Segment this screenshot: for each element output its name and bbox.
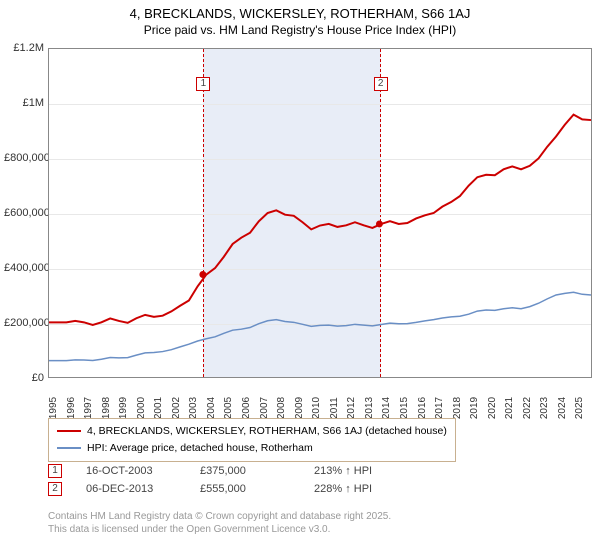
x-tick-label: 2025 bbox=[574, 397, 585, 419]
x-tick-label: 2021 bbox=[504, 397, 515, 419]
footer-text: Contains HM Land Registry data © Crown c… bbox=[48, 510, 391, 536]
x-tick-label: 2001 bbox=[153, 397, 164, 419]
sale-point bbox=[376, 220, 383, 227]
x-tick-label: 2012 bbox=[346, 397, 357, 419]
x-tick-label: 2003 bbox=[188, 397, 199, 419]
y-tick-label: £0 bbox=[4, 372, 44, 384]
y-tick-label: £600,000 bbox=[4, 207, 44, 219]
legend-swatch-blue bbox=[57, 447, 81, 449]
x-tick-label: 2023 bbox=[539, 397, 550, 419]
y-tick-label: £1.2M bbox=[4, 42, 44, 54]
x-tick-label: 2005 bbox=[223, 397, 234, 419]
x-tick-label: 2000 bbox=[136, 397, 147, 419]
x-tick-label: 2009 bbox=[294, 397, 305, 419]
annotation-price-2: £555,000 bbox=[200, 483, 290, 495]
chart-marker-box: 1 bbox=[196, 77, 210, 91]
annotation-date-1: 16-OCT-2003 bbox=[86, 465, 176, 477]
annotation-hpi-2: 228% ↑ HPI bbox=[314, 483, 404, 495]
legend-item-blue: HPI: Average price, detached house, Roth… bbox=[57, 440, 447, 457]
legend-item-red: 4, BRECKLANDS, WICKERSLEY, ROTHERHAM, S6… bbox=[57, 423, 447, 440]
x-tick-label: 1998 bbox=[101, 397, 112, 419]
annotations-table: 1 16-OCT-2003 £375,000 213% ↑ HPI 2 06-D… bbox=[48, 464, 404, 500]
series-line bbox=[49, 115, 591, 325]
x-tick-label: 1997 bbox=[83, 397, 94, 419]
x-tick-label: 2018 bbox=[452, 397, 463, 419]
x-tick-label: 1995 bbox=[48, 397, 59, 419]
annotation-row-2: 2 06-DEC-2013 £555,000 228% ↑ HPI bbox=[48, 482, 404, 496]
chart-subtitle: Price paid vs. HM Land Registry's House … bbox=[0, 23, 600, 41]
annotation-marker-1: 1 bbox=[48, 464, 62, 478]
x-tick-label: 2007 bbox=[259, 397, 270, 419]
x-tick-label: 2010 bbox=[311, 397, 322, 419]
x-tick-label: 2011 bbox=[329, 397, 340, 419]
x-tick-label: 2002 bbox=[171, 397, 182, 419]
x-tick-label: 1999 bbox=[118, 397, 129, 419]
annotation-hpi-1: 213% ↑ HPI bbox=[314, 465, 404, 477]
y-tick-label: £400,000 bbox=[4, 262, 44, 274]
footer-line2: This data is licensed under the Open Gov… bbox=[48, 523, 391, 536]
y-tick-label: £200,000 bbox=[4, 317, 44, 329]
sale-point bbox=[199, 271, 206, 278]
x-tick-label: 2020 bbox=[487, 397, 498, 419]
x-tick-label: 2017 bbox=[434, 397, 445, 419]
legend-label-red: 4, BRECKLANDS, WICKERSLEY, ROTHERHAM, S6… bbox=[87, 423, 447, 440]
legend-swatch-red bbox=[57, 430, 81, 432]
x-tick-label: 2013 bbox=[364, 397, 375, 419]
annotation-row-1: 1 16-OCT-2003 £375,000 213% ↑ HPI bbox=[48, 464, 404, 478]
x-axis-labels: 1995 1996 1997 1998 1999 2000 2001 2002 2003 2004… bbox=[48, 380, 592, 420]
y-tick-label: £1M bbox=[4, 97, 44, 109]
x-tick-label: 2004 bbox=[206, 397, 217, 419]
x-tick-label: 2016 bbox=[417, 397, 428, 419]
chart-title: 4, BRECKLANDS, WICKERSLEY, ROTHERHAM, S6… bbox=[0, 0, 600, 23]
x-tick-label: 2015 bbox=[399, 397, 410, 419]
annotation-marker-2: 2 bbox=[48, 482, 62, 496]
chart-svg bbox=[49, 49, 591, 377]
plot-area: 12 bbox=[48, 48, 592, 378]
annotation-date-2: 06-DEC-2013 bbox=[86, 483, 176, 495]
chart-marker-box: 2 bbox=[374, 77, 388, 91]
x-tick-label: 2014 bbox=[381, 397, 392, 419]
y-tick-label: £800,000 bbox=[4, 152, 44, 164]
footer-line1: Contains HM Land Registry data © Crown c… bbox=[48, 510, 391, 523]
x-tick-label: 2024 bbox=[557, 397, 568, 419]
legend: 4, BRECKLANDS, WICKERSLEY, ROTHERHAM, S6… bbox=[48, 418, 456, 462]
legend-label-blue: HPI: Average price, detached house, Roth… bbox=[87, 440, 313, 457]
x-tick-label: 2008 bbox=[276, 397, 287, 419]
chart-container: 4, BRECKLANDS, WICKERSLEY, ROTHERHAM, S6… bbox=[0, 0, 600, 560]
x-tick-label: 1996 bbox=[66, 397, 77, 419]
series-line bbox=[49, 292, 591, 360]
annotation-price-1: £375,000 bbox=[200, 465, 290, 477]
x-tick-label: 2006 bbox=[241, 397, 252, 419]
x-tick-label: 2022 bbox=[522, 397, 533, 419]
x-tick-label: 2019 bbox=[469, 397, 480, 419]
